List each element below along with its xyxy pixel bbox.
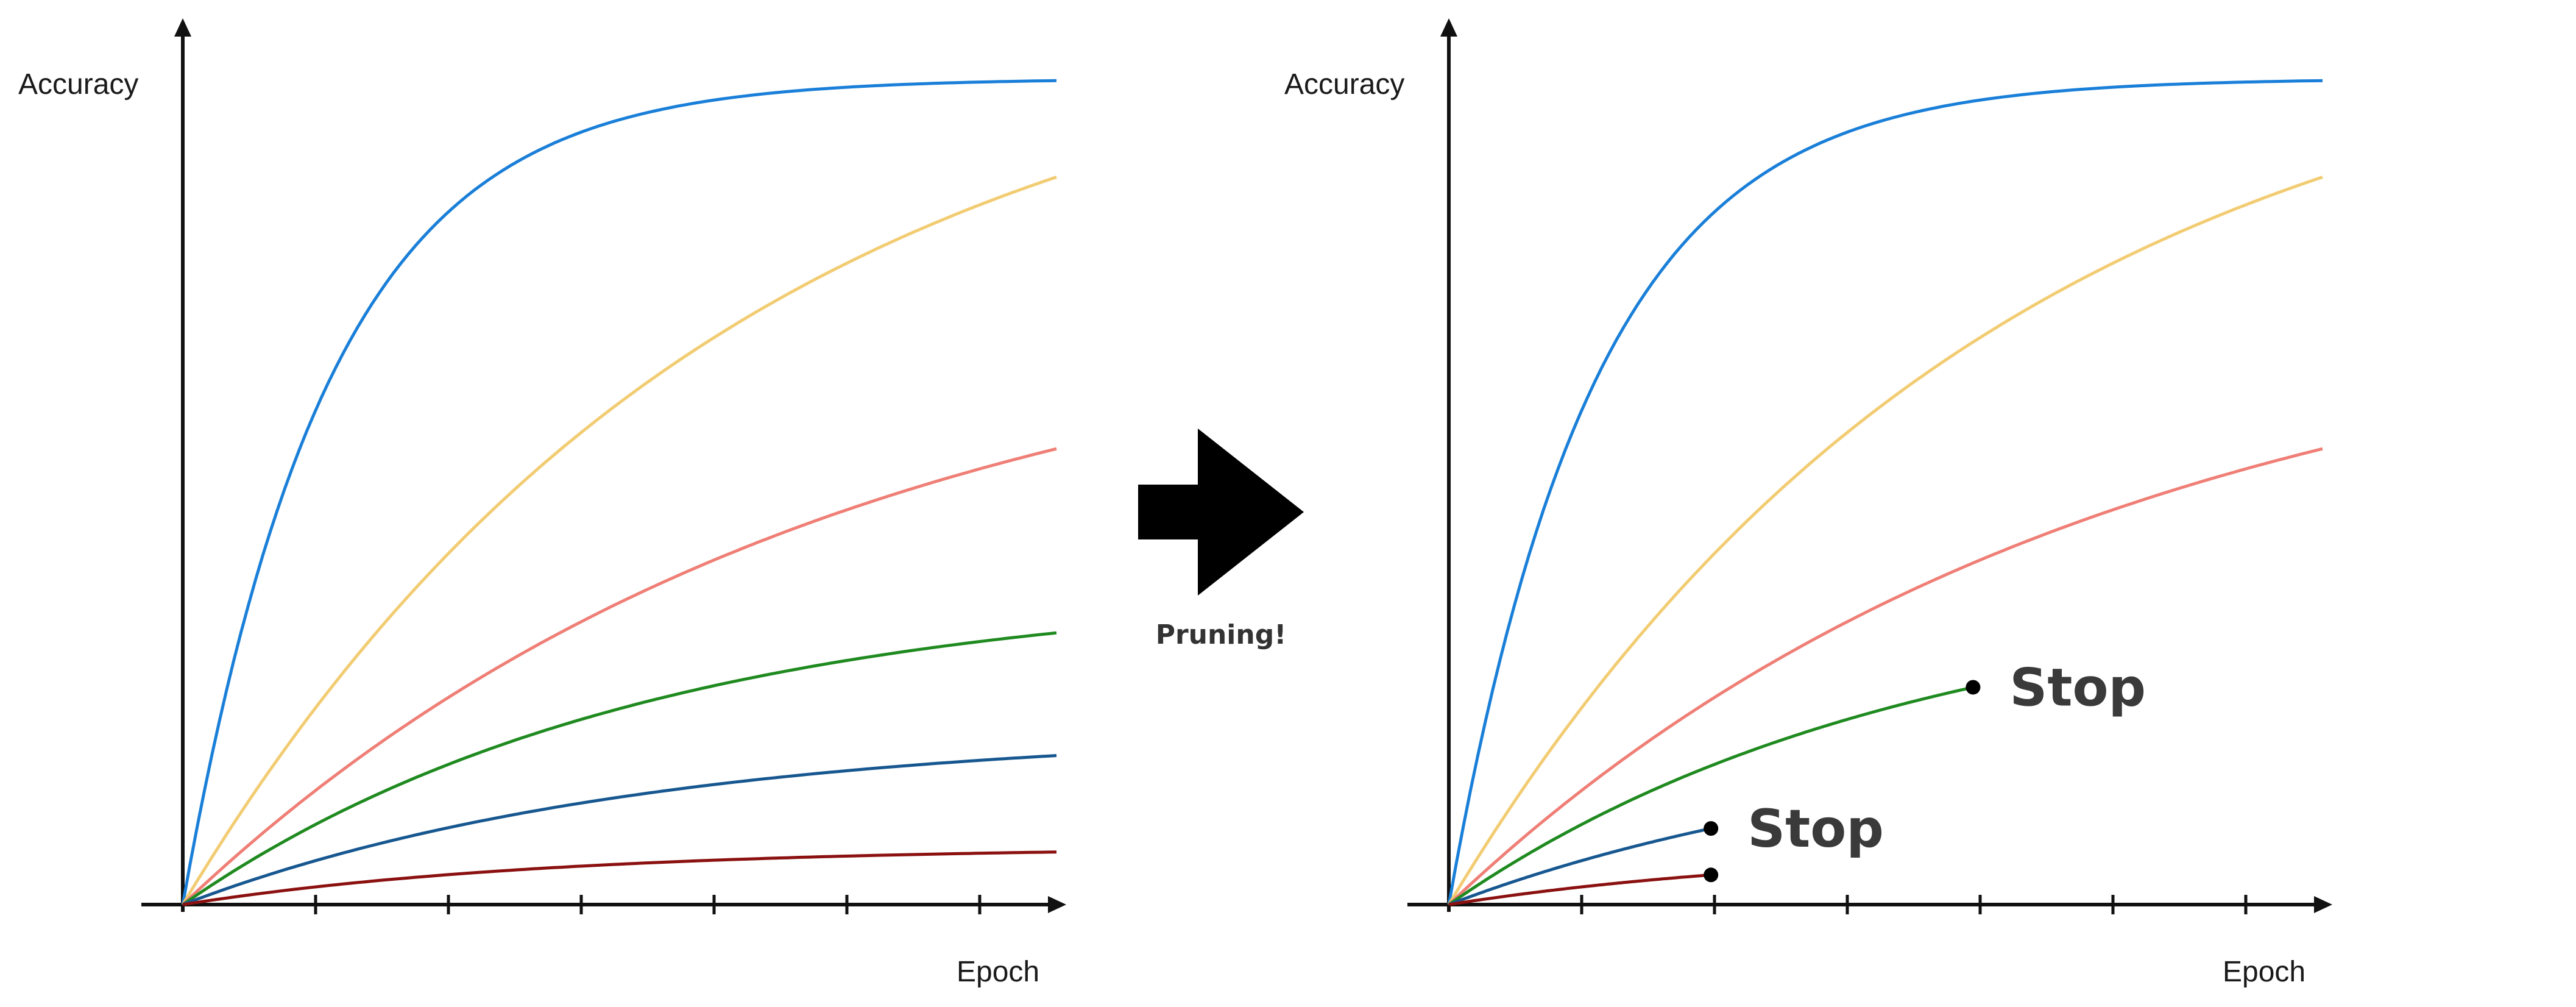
right-curve-green — [1448, 686, 1973, 906]
right-stop-dot-darkblue — [1704, 821, 1719, 836]
right-curve-blue — [1447, 79, 2323, 905]
right-y-axis-arrowhead — [1440, 18, 1457, 37]
right-stop-dot-green — [1966, 680, 1981, 695]
right-curve-yellow — [1447, 176, 2323, 906]
left-curve-salmon — [182, 447, 1057, 906]
right-stop-markers: Stop Stop — [1704, 657, 2146, 883]
left-x-ticks — [314, 895, 982, 914]
right-x-axis-label: Epoch — [2223, 956, 2305, 988]
left-curves — [181, 79, 1057, 906]
right-stop-label-darkblue: Stop — [1747, 799, 1884, 859]
left-y-axis-arrowhead — [174, 18, 191, 37]
right-x-axis-arrowhead — [2314, 896, 2332, 913]
right-stop-dot-darkred — [1704, 867, 1719, 883]
pruning-label: Pruning! — [1156, 619, 1287, 650]
right-stop-label-green: Stop — [2009, 657, 2146, 718]
right-chart: Stop Stop Accuracy Epoch — [1284, 18, 2332, 988]
left-y-axis-label: Accuracy — [18, 68, 138, 101]
right-curve-salmon — [1448, 447, 2323, 906]
left-curve-darkred — [182, 850, 1057, 906]
left-curve-blue — [181, 79, 1057, 905]
right-curve-darkblue — [1448, 827, 1711, 906]
right-x-ticks — [1580, 895, 2248, 914]
left-x-axis-label: Epoch — [957, 956, 1039, 988]
left-chart: Accuracy Epoch — [18, 18, 1066, 988]
pruning-arrow-shape — [1138, 429, 1304, 596]
left-x-axis-arrowhead — [1048, 896, 1066, 913]
left-curve-green — [182, 631, 1057, 906]
pruning-arrow: Pruning! — [1138, 429, 1304, 650]
left-curve-yellow — [181, 176, 1057, 906]
left-curve-darkblue — [182, 754, 1057, 906]
right-curves — [1447, 79, 2323, 906]
right-y-axis-label: Accuracy — [1284, 68, 1404, 101]
right-curve-darkred — [1448, 873, 1711, 906]
